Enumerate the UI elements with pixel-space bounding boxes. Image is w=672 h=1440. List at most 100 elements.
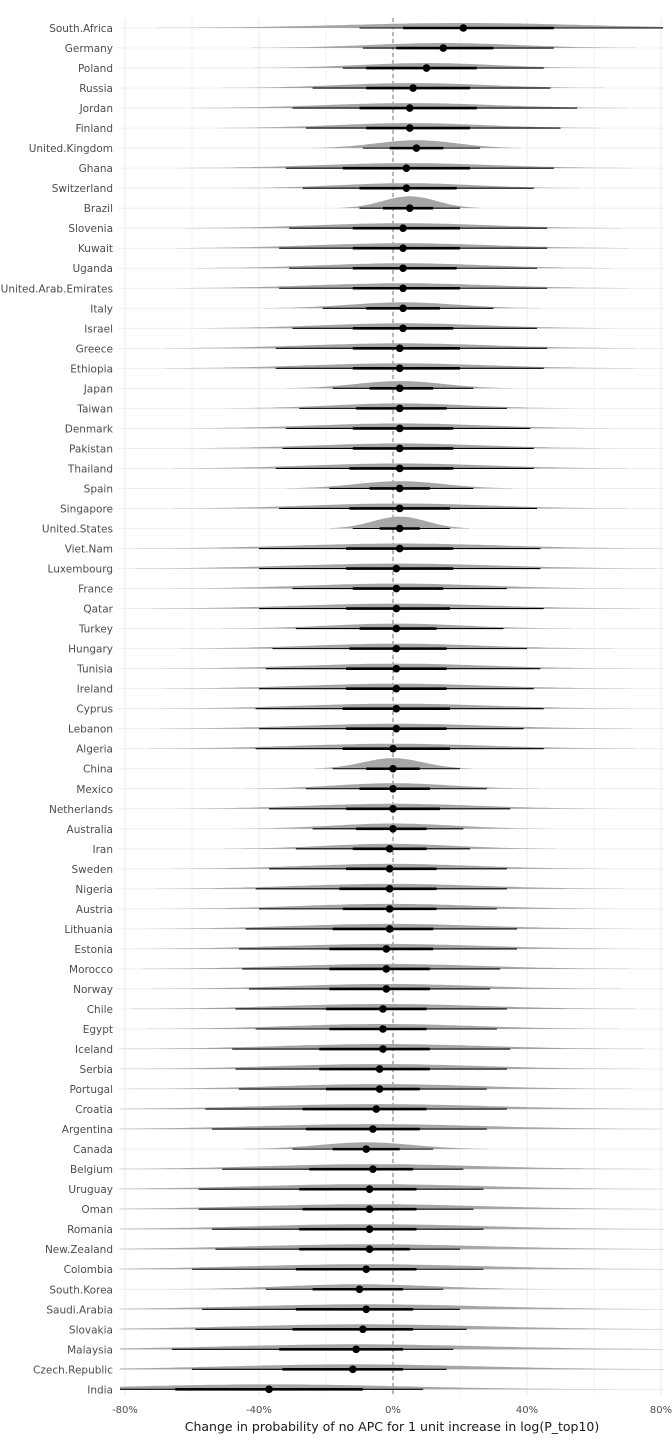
country-label-Romania: Romania [67, 1224, 113, 1236]
point-Estonia [382, 945, 391, 953]
density-New.Zealand [120, 1244, 663, 1250]
point-Finland [405, 124, 414, 132]
point-Canada [362, 1145, 371, 1153]
point-Slovakia [359, 1325, 367, 1334]
x-tick-label: -40% [246, 1405, 272, 1416]
country-label-China: China [83, 764, 113, 776]
country-label-France: France [78, 584, 113, 596]
country-label-Uganda: Uganda [72, 263, 113, 275]
point-France [392, 584, 401, 593]
country-label-Netherlands: Netherlands [49, 804, 113, 816]
country-label-Thailand: Thailand [67, 463, 113, 475]
country-label-Poland: Poland [78, 63, 113, 75]
x-tick-label: -80% [112, 1405, 138, 1416]
point-Iran [385, 845, 394, 853]
country-label-Switzerland: Switzerland [52, 183, 113, 195]
density-Argentina [120, 1124, 661, 1130]
country-label-United.Kingdom: United.Kingdom [29, 143, 113, 155]
point-United.Arab.Emirates [399, 284, 407, 293]
country-label-Ghana: Ghana [79, 163, 113, 175]
point-Czech.Republic [349, 1365, 357, 1374]
country-label-Malaysia: Malaysia [67, 1344, 113, 1356]
country-label-Uruguay: Uruguay [68, 1184, 113, 1196]
country-label-Turkey: Turkey [78, 624, 113, 636]
country-label-United.States: United.States [42, 524, 113, 536]
point-Uruguay [365, 1185, 374, 1193]
country-label-Singapore: Singapore [60, 503, 113, 515]
point-Mexico [389, 784, 397, 793]
x-axis-title: Change in probability of no APC for 1 un… [185, 1419, 600, 1434]
country-label-Saudi.Arabia: Saudi.Arabia [46, 1304, 113, 1316]
point-Greece [395, 344, 404, 353]
point-Jordan [405, 104, 414, 112]
country-label-Spain: Spain [84, 483, 113, 495]
point-Cyprus [392, 704, 401, 713]
country-label-Oman: Oman [81, 1204, 113, 1216]
country-label-Germany: Germany [65, 43, 113, 55]
country-label-Pakistan: Pakistan [69, 443, 113, 455]
country-label-Qatar: Qatar [83, 604, 113, 616]
density-Slovakia [120, 1324, 663, 1330]
point-Nigeria [385, 885, 394, 893]
country-label-Australia: Australia [67, 824, 113, 836]
country-label-Lithuania: Lithuania [64, 924, 113, 936]
point-Singapore [395, 504, 404, 513]
country-label-Hungary: Hungary [68, 644, 113, 656]
point-Ethiopia [395, 364, 404, 373]
point-India [265, 1385, 273, 1394]
country-label-Mexico: Mexico [76, 784, 113, 796]
country-labels: South.Africa Germany Poland Russia Jordan Fin… [1, 23, 114, 1396]
country-label-Tunisia: Tunisia [76, 664, 113, 676]
point-Algeria [389, 744, 397, 753]
country-label-Colombia: Colombia [64, 1264, 113, 1276]
country-label-Ireland: Ireland [77, 684, 113, 696]
country-label-Denmark: Denmark [65, 423, 114, 435]
country-label-Jordan: Jordan [79, 103, 113, 115]
country-label-Nigeria: Nigeria [75, 884, 113, 896]
point-Australia [389, 825, 397, 833]
point-Brazil [405, 204, 414, 212]
point-United.States [395, 524, 404, 533]
point-Denmark [395, 424, 404, 433]
country-label-Algeria: Algeria [76, 744, 113, 756]
country-label-Austria: Austria [76, 904, 113, 916]
point-Morocco [382, 965, 391, 973]
country-label-Brazil: Brazil [84, 203, 113, 215]
country-label-Kuwait: Kuwait [78, 243, 113, 255]
country-label-Luxembourg: Luxembourg [48, 564, 113, 576]
point-Netherlands [389, 804, 397, 813]
point-Uganda [399, 264, 407, 273]
country-label-South.Korea: South.Korea [49, 1284, 113, 1296]
point-Taiwan [395, 404, 404, 413]
point-Hungary [392, 644, 401, 653]
point-Saudi.Arabia [362, 1305, 371, 1314]
point-Austria [385, 905, 394, 913]
country-label-South.Africa: South.Africa [49, 23, 113, 35]
country-label-Lebanon: Lebanon [68, 724, 113, 736]
point-Pakistan [395, 444, 404, 453]
density-Uruguay [120, 1184, 663, 1190]
point-Croatia [372, 1105, 381, 1113]
point-South.Korea [355, 1285, 364, 1294]
point-Iceland [379, 1045, 387, 1053]
point-Lebanon [392, 724, 401, 733]
point-Norway [382, 985, 391, 993]
point-Qatar [392, 604, 401, 613]
point-Poland [422, 64, 431, 72]
country-label-Sweden: Sweden [72, 864, 114, 876]
country-label-Argentina: Argentina [62, 1124, 113, 1136]
country-label-Estonia: Estonia [74, 944, 113, 956]
density-Croatia [120, 1104, 663, 1110]
point-China [389, 764, 397, 773]
point-Spain [395, 484, 404, 493]
country-label-Norway: Norway [73, 984, 113, 996]
density-Colombia [120, 1264, 663, 1270]
density-Belgium [120, 1164, 652, 1170]
point-Germany [439, 44, 448, 52]
country-label-New.Zealand: New.Zealand [45, 1244, 113, 1256]
country-label-Taiwan: Taiwan [76, 403, 113, 415]
point-South.Africa [459, 24, 468, 32]
country-label-Ethiopia: Ethiopia [70, 363, 113, 375]
country-label-Slovakia: Slovakia [69, 1324, 113, 1336]
point-Romania [365, 1225, 374, 1233]
